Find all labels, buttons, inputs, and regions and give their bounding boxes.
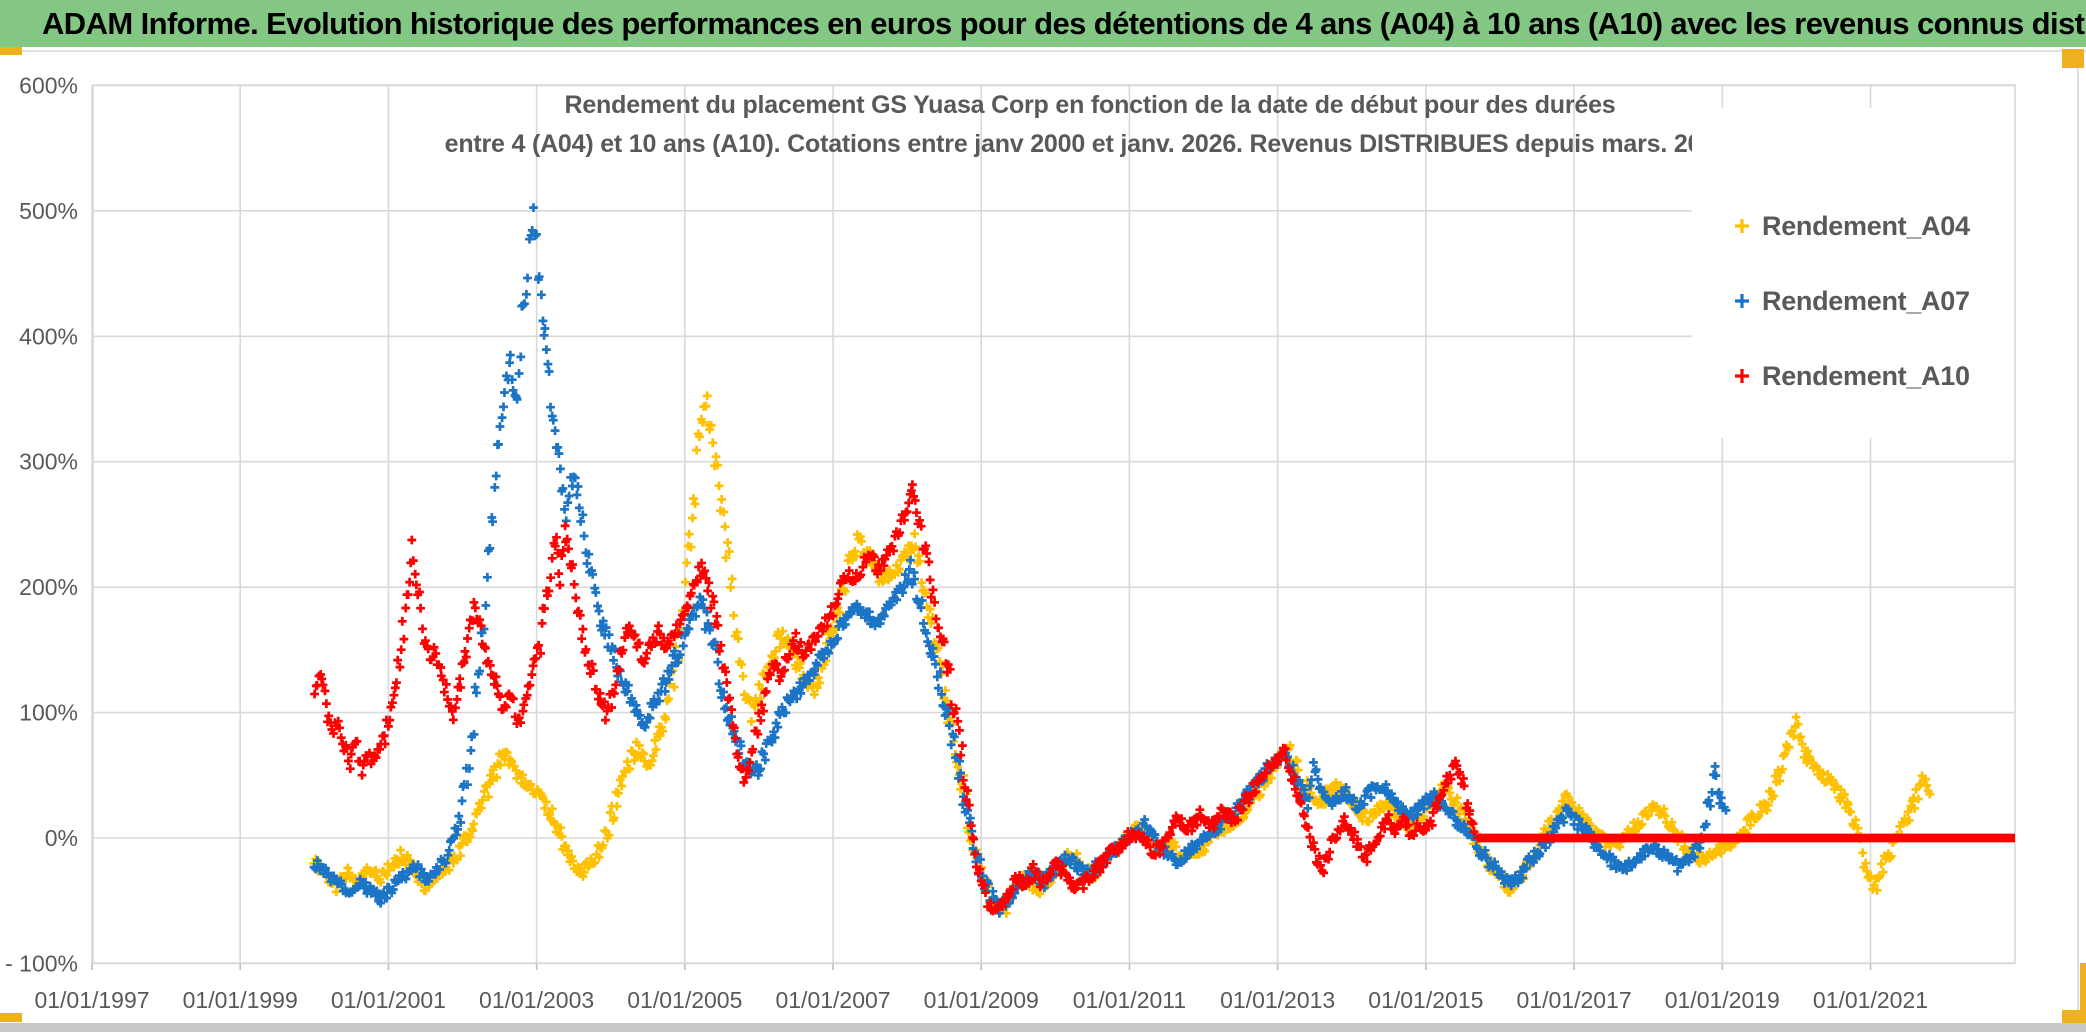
legend-item-rendement-a07[interactable]: Rendement_A07 bbox=[1732, 279, 1970, 323]
legend-item-rendement-a10[interactable]: Rendement_A10 bbox=[1732, 354, 1970, 398]
legend-label: Rendement_A04 bbox=[1762, 210, 1970, 241]
svg-text:01/01/2015: 01/01/2015 bbox=[1368, 987, 1483, 1013]
chart-title-line1: Rendement du placement GS Yuasa Corp en … bbox=[564, 91, 1616, 119]
right-window-edge bbox=[2077, 66, 2079, 1010]
gold-accent-bottom-right bbox=[2062, 1010, 2086, 1023]
gold-accent-top-right bbox=[2062, 49, 2084, 68]
flat-zero-markers bbox=[1473, 833, 2015, 843]
bottom-chrome-strip bbox=[0, 1023, 2086, 1032]
svg-text:600%: 600% bbox=[19, 72, 78, 98]
svg-text:400%: 400% bbox=[19, 323, 78, 349]
gold-accent-right-bar bbox=[2080, 963, 2086, 1023]
gold-accent-top-left bbox=[0, 47, 22, 55]
svg-text:- 100%: - 100% bbox=[5, 950, 78, 976]
svg-text:01/01/2021: 01/01/2021 bbox=[1813, 987, 1928, 1013]
plus-marker-icon bbox=[1735, 219, 1749, 233]
svg-text:300%: 300% bbox=[19, 449, 78, 475]
svg-text:01/01/1997: 01/01/1997 bbox=[34, 987, 149, 1013]
gold-accent-bottom-left bbox=[0, 1013, 22, 1022]
svg-text:01/01/2011: 01/01/2011 bbox=[1073, 987, 1186, 1013]
svg-text:01/01/2013: 01/01/2013 bbox=[1220, 987, 1335, 1013]
header-divider bbox=[0, 50, 2086, 52]
title-bar: ADAM Informe. Evolution historique des p… bbox=[0, 0, 2086, 47]
legend: Rendement_A04 Rendement_A07 Rendement_A1… bbox=[1692, 108, 2014, 438]
svg-text:01/01/2009: 01/01/2009 bbox=[924, 987, 1039, 1013]
svg-text:01/01/2003: 01/01/2003 bbox=[479, 987, 594, 1013]
svg-text:100%: 100% bbox=[19, 700, 78, 726]
title-bar-text: ADAM Informe. Evolution historique des p… bbox=[42, 5, 2086, 41]
legend-label: Rendement_A10 bbox=[1762, 360, 1970, 391]
scatter-series-rendement_a10 bbox=[310, 480, 1479, 916]
chart-title: Rendement du placement GS Yuasa Corp en … bbox=[420, 86, 1760, 164]
chart-title-line2: entre 4 (A04) et 10 ans (A10). Cotations… bbox=[444, 130, 1736, 158]
legend-label: Rendement_A07 bbox=[1762, 285, 1970, 316]
svg-text:01/01/2007: 01/01/2007 bbox=[775, 987, 890, 1013]
scatter-series-rendement_a07 bbox=[309, 203, 1731, 918]
plus-marker-icon bbox=[1735, 369, 1749, 383]
svg-text:0%: 0% bbox=[45, 825, 78, 851]
svg-text:01/01/2001: 01/01/2001 bbox=[331, 987, 446, 1013]
svg-text:01/01/2017: 01/01/2017 bbox=[1517, 987, 1632, 1013]
svg-text:200%: 200% bbox=[19, 574, 78, 600]
svg-text:500%: 500% bbox=[19, 198, 78, 224]
svg-text:01/01/2005: 01/01/2005 bbox=[627, 987, 742, 1013]
svg-text:01/01/1999: 01/01/1999 bbox=[183, 987, 298, 1013]
legend-item-rendement-a04[interactable]: Rendement_A04 bbox=[1732, 204, 1970, 248]
svg-text:01/01/2019: 01/01/2019 bbox=[1665, 987, 1780, 1013]
plus-marker-icon bbox=[1735, 294, 1749, 308]
